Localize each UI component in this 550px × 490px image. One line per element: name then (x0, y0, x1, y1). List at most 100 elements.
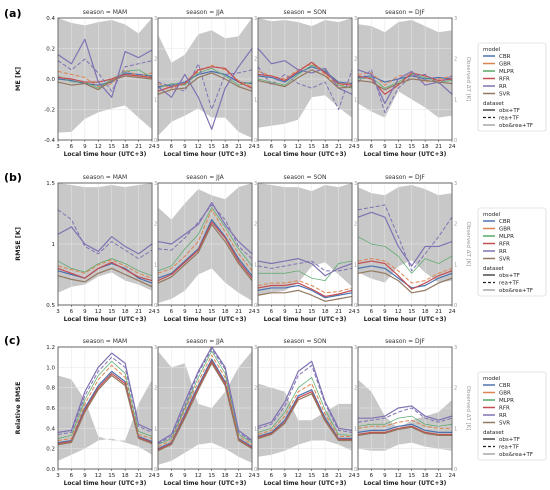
series-line-mlpr (157, 67, 253, 89)
panel-frame (257, 346, 353, 470)
right-tick-label: 1 (354, 97, 357, 103)
right-tick-label: 0 (354, 303, 357, 309)
series-line-rfr (257, 61, 353, 86)
panel-frame (57, 182, 153, 306)
x-axis-label: Local time hour (UTC+3) (64, 151, 147, 158)
series-line-svr (357, 270, 453, 294)
panel-frame (157, 17, 253, 141)
season-title: season = DJF (385, 174, 425, 181)
legend-title: model (483, 212, 501, 218)
y-tick-label: 1.5 (46, 181, 55, 187)
x-tick-label: 21 (135, 309, 142, 315)
right-tick-label: 1 (354, 262, 357, 268)
right-tick-label: 0 (254, 303, 257, 309)
x-tick-label: 3 (156, 144, 160, 150)
y-tick-label: 1.0 (46, 365, 55, 371)
x-tick-label: 12 (295, 309, 302, 315)
y-tick-label: -0.2 (44, 108, 55, 114)
legend-item: obs+TF (499, 273, 520, 279)
right-tick-label: 1 (454, 262, 457, 268)
series-line-rr (257, 48, 353, 95)
legend-item: MLPR (499, 398, 514, 404)
legend-title: model (483, 376, 501, 382)
series-line-svr (257, 69, 353, 89)
x-axis-label: Local time hour (UTC+3) (64, 480, 147, 487)
right-axis-label: Observed ΔT [K] (465, 386, 471, 431)
right-tick-label: 3 (354, 181, 357, 187)
x-tick-label: 12 (195, 473, 202, 479)
series-line-cbr (257, 389, 352, 440)
legend-item: RR (499, 413, 507, 419)
y-tick-label: 0.8 (46, 386, 55, 392)
y-tick-label: 0.0 (46, 467, 55, 473)
x-tick-label: 21 (435, 144, 442, 150)
series-line-rr (157, 48, 253, 130)
legend-item: SVR (499, 421, 510, 427)
panel-frame (357, 182, 453, 306)
y-tick-label: -0.4 (44, 138, 55, 144)
x-tick-label: 24 (249, 473, 256, 479)
legend-item: obs&rea+TF (499, 123, 533, 129)
right-tick-label: 2 (454, 57, 457, 63)
x-tick-label: 9 (183, 473, 187, 479)
series-line-svr (357, 78, 453, 91)
right-tick-label: 1 (154, 426, 157, 432)
legend-item: GBR (499, 62, 511, 68)
right-axis-label: Observed ΔT [K] (465, 222, 471, 267)
series-line-gbr (157, 354, 253, 448)
legend-box (477, 371, 547, 461)
series-line-rfr (257, 282, 353, 298)
x-tick-label: 6 (170, 473, 174, 479)
series-line-mlpr (258, 260, 353, 281)
series-line-rfr (157, 221, 253, 282)
x-tick-label: 3 (56, 473, 60, 479)
legend-item: CBR (499, 54, 511, 60)
x-tick-label: 6 (370, 473, 374, 479)
x-tick-label: 9 (383, 144, 387, 150)
season-title: season = MAM (83, 174, 127, 181)
series-line-rr (357, 69, 453, 105)
x-tick-label: 6 (270, 473, 274, 479)
x-tick-label: 12 (395, 473, 402, 479)
right-tick-label: 2 (154, 386, 157, 392)
legend-item: GBR (499, 227, 511, 233)
season-title: season = JJA (186, 174, 224, 181)
panel-frame (257, 182, 353, 306)
x-axis-label: Local time hour (UTC+3) (164, 480, 247, 487)
season-title: season = DJF (385, 338, 425, 345)
right-axis-label: Observed ΔT [K] (465, 57, 471, 102)
x-tick-label: 3 (256, 144, 260, 150)
x-tick-label: 15 (208, 309, 215, 315)
series-line-rr (257, 360, 353, 431)
x-tick-label: 12 (195, 309, 202, 315)
series-line-mlpr (57, 258, 153, 277)
x-tick-label: 18 (322, 144, 329, 150)
series-line-rr (57, 58, 153, 92)
panel-frame (57, 346, 153, 470)
legend-box (477, 207, 547, 297)
x-tick-label: 12 (295, 144, 302, 150)
x-tick-label: 6 (370, 309, 374, 315)
observed-band (258, 383, 352, 457)
series-line-rfr (157, 66, 253, 92)
x-tick-label: 24 (249, 144, 256, 150)
x-axis-label: Local time hour (UTC+3) (164, 151, 247, 158)
right-tick-label: 2 (454, 386, 457, 392)
right-tick-label: 3 (154, 181, 157, 187)
right-tick-label: 3 (254, 345, 257, 351)
series-line-rr (257, 260, 353, 272)
right-tick-label: 3 (154, 16, 157, 22)
series-line-rr (57, 356, 153, 435)
x-tick-label: 15 (208, 144, 215, 150)
x-tick-label: 6 (270, 144, 274, 150)
x-tick-label: 6 (270, 309, 274, 315)
panel-label: (c) (4, 334, 21, 347)
x-tick-label: 9 (383, 309, 387, 315)
x-tick-label: 3 (356, 473, 360, 479)
x-tick-label: 9 (283, 473, 287, 479)
x-tick-label: 3 (356, 144, 360, 150)
series-line-mlpr (157, 350, 253, 445)
x-tick-label: 12 (295, 473, 302, 479)
right-tick-label: 2 (154, 222, 157, 228)
x-tick-label: 12 (95, 473, 102, 479)
